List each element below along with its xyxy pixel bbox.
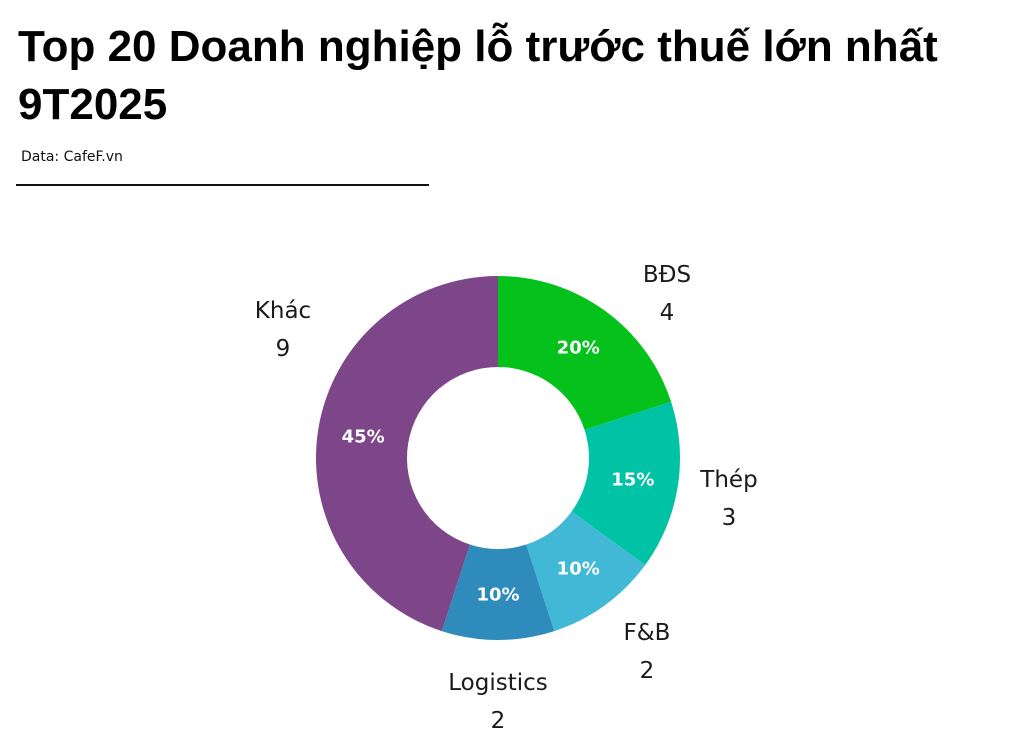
category-label: Logistics bbox=[448, 670, 548, 696]
percent-label: 10% bbox=[557, 558, 600, 579]
percent-label: 10% bbox=[476, 585, 519, 606]
value-label: 2 bbox=[491, 708, 506, 734]
value-label: 4 bbox=[660, 300, 675, 326]
category-label: Thép bbox=[699, 467, 757, 493]
donut-slice-4 bbox=[316, 276, 498, 632]
data-source: Data: CafeF.vn bbox=[21, 149, 123, 165]
chart-title: Top 20 Doanh nghiệp lỗ trước thuế lớn nh… bbox=[18, 22, 938, 129]
percent-label: 45% bbox=[342, 427, 385, 448]
header: Top 20 Doanh nghiệp lỗ trước thuế lớn nh… bbox=[16, 18, 1003, 186]
donut-slice-2 bbox=[526, 511, 646, 632]
title-divider bbox=[16, 184, 429, 186]
donut-slice-0 bbox=[498, 276, 672, 430]
category-label: Khác bbox=[255, 298, 311, 324]
value-label: 9 bbox=[276, 336, 291, 362]
value-label: 2 bbox=[640, 658, 655, 684]
donut-slice-1 bbox=[571, 401, 680, 565]
category-label: BĐS bbox=[643, 262, 691, 288]
percent-label: 20% bbox=[557, 338, 600, 359]
percent-label: 15% bbox=[611, 469, 654, 490]
value-label: 3 bbox=[722, 505, 737, 531]
category-label: F&B bbox=[624, 620, 671, 646]
donut-slice-3 bbox=[441, 544, 555, 641]
